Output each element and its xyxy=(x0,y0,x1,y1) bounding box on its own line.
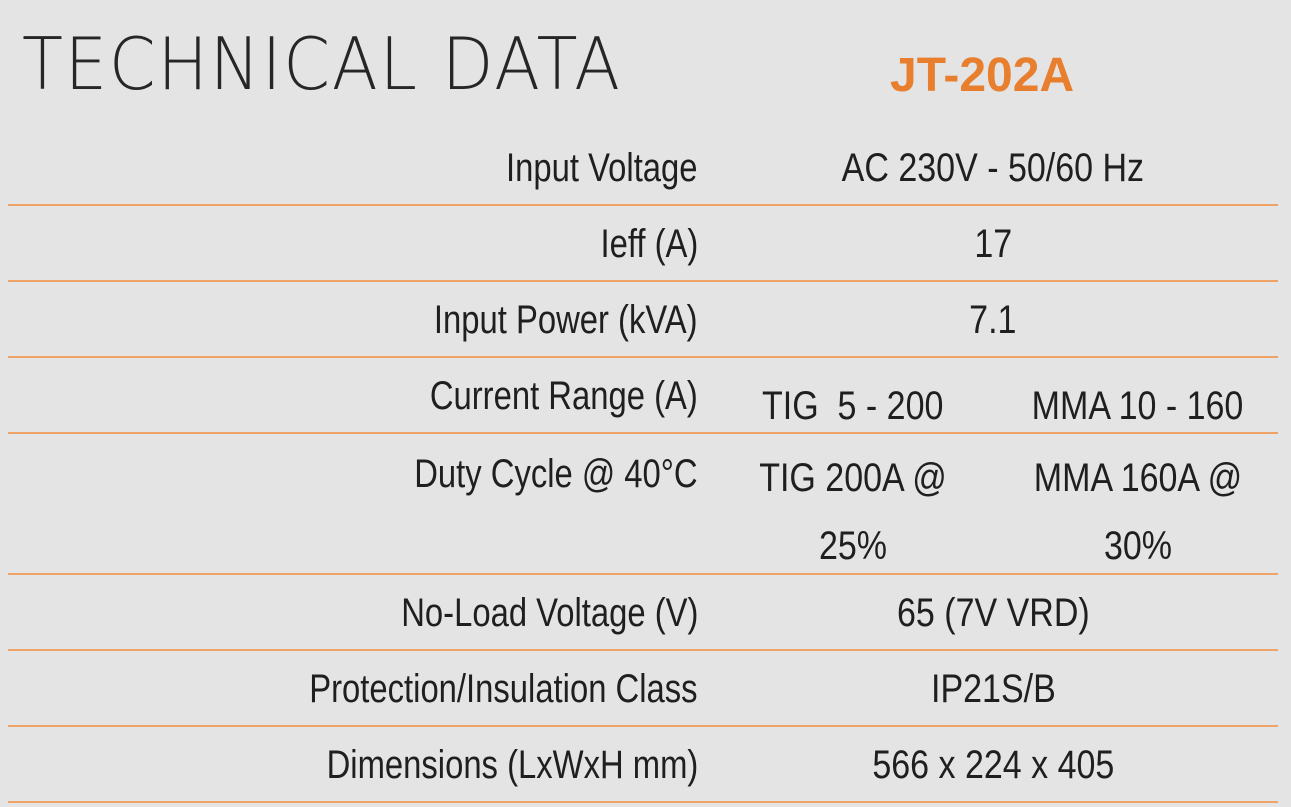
spec-value-tig: TIG 5 - 200 xyxy=(762,384,944,428)
spec-value: 65 (7V VRD) xyxy=(896,591,1090,635)
spec-label: Duty Cycle @ 40°C xyxy=(414,452,698,496)
spec-row-ieff: Ieff (A) 17 xyxy=(8,206,1278,282)
spec-value: 7.1 xyxy=(969,298,1017,342)
page-title: TECHNICAL DATA xyxy=(22,22,622,106)
spec-label: Current Range (A) xyxy=(430,374,698,418)
spec-row-input-voltage: Input Voltage AC 230V - 50/60 Hz xyxy=(8,130,1278,206)
spec-table: Input Voltage AC 230V - 50/60 Hz Ieff (A… xyxy=(8,130,1278,803)
spec-row-dimensions: Dimensions (LxWxH mm) 566 x 224 x 405 xyxy=(8,727,1278,803)
spec-row-current-range: Current Range (A) TIG 5 - 200 MMA 10 - 1… xyxy=(8,358,1278,434)
spec-row-duty-cycle: Duty Cycle @ 40°C TIG 200A @ 25% MMA 160… xyxy=(8,434,1278,575)
spec-row-protection-class: Protection/Insulation Class IP21S/B xyxy=(8,651,1278,727)
model-name: JT-202A xyxy=(890,49,1075,102)
spec-label: Dimensions (LxWxH mm) xyxy=(326,743,698,787)
spec-value: IP21S/B xyxy=(930,667,1056,711)
spec-value-tig: TIG 200A @ 25% xyxy=(759,456,947,568)
spec-value: 566 x 224 x 405 xyxy=(872,743,1114,787)
spec-label: Input Power (kVA) xyxy=(434,298,698,342)
spec-value-mma: MMA 10 - 160 xyxy=(1032,384,1244,428)
spec-row-input-power: Input Power (kVA) 7.1 xyxy=(8,282,1278,358)
spec-label: Ieff (A) xyxy=(600,222,698,266)
spec-label: Input Voltage xyxy=(506,146,698,190)
spec-row-no-load-voltage: No-Load Voltage (V) 65 (7V VRD) xyxy=(8,575,1278,651)
spec-value: AC 230V - 50/60 Hz xyxy=(841,146,1145,190)
spec-value-mma: MMA 160A @ 30% xyxy=(1033,456,1243,568)
spec-value: 17 xyxy=(974,222,1012,266)
spec-label: Protection/Insulation Class xyxy=(309,667,698,711)
spec-label: No-Load Voltage (V) xyxy=(400,591,698,635)
